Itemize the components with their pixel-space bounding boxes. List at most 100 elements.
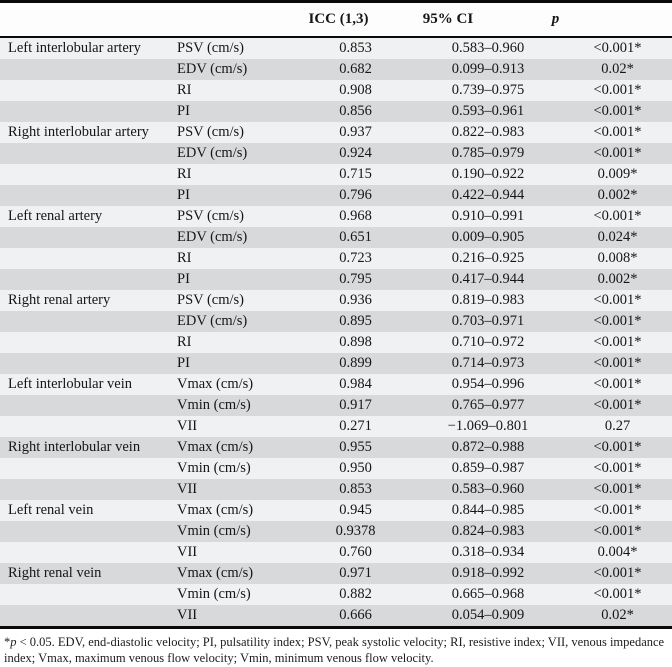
cell-ci-value: 0.583–0.960 <box>451 481 525 497</box>
icc-reliability-table: ICC (1,3) 95% CI p Left interlobular art… <box>0 0 672 629</box>
table-row: EDV (cm/s) 0.895 0.703–0.971 <0.001* <box>0 311 672 332</box>
cell-parameter: VII <box>177 481 198 497</box>
cell-p-value: 0.27 <box>604 418 631 434</box>
cell-ci-value: 0.765–0.977 <box>451 397 525 413</box>
cell-ci-value: 0.703–0.971 <box>451 313 525 329</box>
cell-ci-value: 0.739–0.975 <box>451 82 525 98</box>
table-row: VII 0.666 0.054–0.909 0.02* <box>0 605 672 626</box>
cell-parameter: RI <box>177 250 192 266</box>
cell-group-label: Right renal vein <box>8 565 102 581</box>
table-row: Right interlobular artery PSV (cm/s) 0.937… <box>0 122 672 143</box>
table-row: EDV (cm/s) 0.682 0.099–0.913 0.02* <box>0 59 672 80</box>
table-row: VII 0.760 0.318–0.934 0.004* <box>0 542 672 563</box>
cell-icc-value: 0.715 <box>339 166 372 182</box>
cell-ci-value: 0.318–0.934 <box>451 544 525 560</box>
cell-ci-value: 0.910–0.991 <box>451 208 525 224</box>
cell-p-value: 0.002* <box>597 187 638 203</box>
cell-icc-value: 0.9378 <box>335 523 376 539</box>
table-row: VII 0.853 0.583–0.960 <0.001* <box>0 479 672 500</box>
footnote-significance-star: * <box>4 635 11 649</box>
cell-icc-value: 0.853 <box>339 481 372 497</box>
cell-p-value: <0.001* <box>593 313 642 329</box>
cell-ci-value: 0.054–0.909 <box>451 607 525 623</box>
cell-icc-value: 0.271 <box>339 418 372 434</box>
cell-icc-value: 0.924 <box>339 145 372 161</box>
cell-parameter: VII <box>177 544 198 560</box>
cell-icc-value: 0.898 <box>339 334 372 350</box>
table-row: Left renal artery PSV (cm/s) 0.968 0.910–0.… <box>0 206 672 227</box>
cell-p-value: <0.001* <box>593 124 642 140</box>
cell-parameter: PI <box>177 187 190 203</box>
table-row: Left renal vein Vmax (cm/s) 0.945 0.844–0.9… <box>0 500 672 521</box>
cell-ci-value: 0.009–0.905 <box>451 229 525 245</box>
cell-parameter: RI <box>177 334 192 350</box>
cell-p-value: <0.001* <box>593 397 642 413</box>
cell-p-value: 0.008* <box>597 250 638 266</box>
cell-group-label: Left renal vein <box>8 502 94 518</box>
cell-ci-value: 0.593–0.961 <box>451 103 525 119</box>
cell-parameter: PI <box>177 271 190 287</box>
cell-icc-value: 0.950 <box>339 460 372 476</box>
header-icc: ICC (1,3) <box>308 11 369 27</box>
cell-ci-value: 0.819–0.983 <box>451 292 525 308</box>
cell-parameter: Vmax (cm/s) <box>177 439 254 455</box>
cell-parameter: Vmin (cm/s) <box>177 523 251 539</box>
cell-parameter: EDV (cm/s) <box>177 145 248 161</box>
cell-ci-value: 0.422–0.944 <box>451 187 525 203</box>
table-row: RI 0.715 0.190–0.922 0.009* <box>0 164 672 185</box>
cell-ci-value: 0.190–0.922 <box>451 166 525 182</box>
cell-icc-value: 0.760 <box>339 544 372 560</box>
cell-p-value: <0.001* <box>593 376 642 392</box>
cell-icc-value: 0.856 <box>339 103 372 119</box>
cell-parameter: Vmax (cm/s) <box>177 565 254 581</box>
cell-icc-value: 0.937 <box>339 124 372 140</box>
cell-p-value: <0.001* <box>593 208 642 224</box>
table-row: Vmin (cm/s) 0.882 0.665–0.968 <0.001* <box>0 584 672 605</box>
cell-p-value: <0.001* <box>593 355 642 371</box>
cell-p-value: <0.001* <box>593 565 642 581</box>
cell-p-value: <0.001* <box>593 103 642 119</box>
cell-ci-value: 0.954–0.996 <box>451 376 525 392</box>
cell-icc-value: 0.666 <box>339 607 372 623</box>
cell-parameter: VII <box>177 418 198 434</box>
table-footnote: *p < 0.05. EDV, end-diastolic velocity; … <box>0 634 672 666</box>
table-row: Vmin (cm/s) 0.9378 0.824–0.983 <0.001* <box>0 521 672 542</box>
cell-icc-value: 0.682 <box>339 61 372 77</box>
cell-ci-value: 0.099–0.913 <box>451 61 525 77</box>
cell-icc-value: 0.908 <box>339 82 372 98</box>
cell-parameter: RI <box>177 166 192 182</box>
cell-ci-value: 0.710–0.972 <box>451 334 525 350</box>
cell-ci-value: 0.665–0.968 <box>451 586 525 602</box>
cell-group-label: Right interlobular artery <box>8 124 149 140</box>
cell-ci-value: 0.785–0.979 <box>451 145 525 161</box>
cell-parameter: Vmax (cm/s) <box>177 376 254 392</box>
table-row: Vmin (cm/s) 0.917 0.765–0.977 <0.001* <box>0 395 672 416</box>
table-row: RI 0.908 0.739–0.975 <0.001* <box>0 80 672 101</box>
cell-p-value: <0.001* <box>593 502 642 518</box>
cell-p-value: <0.001* <box>593 439 642 455</box>
cell-icc-value: 0.984 <box>339 376 372 392</box>
cell-parameter: PSV (cm/s) <box>177 124 245 140</box>
cell-p-value: 0.024* <box>597 229 638 245</box>
table-row: Left interlobular artery PSV (cm/s) 0.853 0… <box>0 38 672 59</box>
table-row: EDV (cm/s) 0.651 0.009–0.905 0.024* <box>0 227 672 248</box>
footnote-p-symbol: p <box>10 635 17 649</box>
table-row: RI 0.898 0.710–0.972 <0.001* <box>0 332 672 353</box>
cell-parameter: PI <box>177 103 190 119</box>
cell-parameter: PI <box>177 355 190 371</box>
cell-icc-value: 0.795 <box>339 271 372 287</box>
cell-parameter: Vmin (cm/s) <box>177 586 251 602</box>
cell-icc-value: 0.895 <box>339 313 372 329</box>
header-ci: 95% CI <box>422 11 474 27</box>
cell-p-value: 0.002* <box>597 271 638 287</box>
cell-ci-value: 0.859–0.987 <box>451 460 525 476</box>
cell-p-value: <0.001* <box>593 292 642 308</box>
table-row: Left interlobular vein Vmax (cm/s) 0.984 0.… <box>0 374 672 395</box>
cell-p-value: <0.001* <box>593 586 642 602</box>
cell-ci-value: 0.417–0.944 <box>451 271 525 287</box>
cell-p-value: <0.001* <box>593 82 642 98</box>
table-row: EDV (cm/s) 0.924 0.785–0.979 <0.001* <box>0 143 672 164</box>
cell-p-value: 0.009* <box>597 166 638 182</box>
table-row: PI 0.796 0.422–0.944 0.002* <box>0 185 672 206</box>
cell-ci-value: 0.918–0.992 <box>451 565 525 581</box>
